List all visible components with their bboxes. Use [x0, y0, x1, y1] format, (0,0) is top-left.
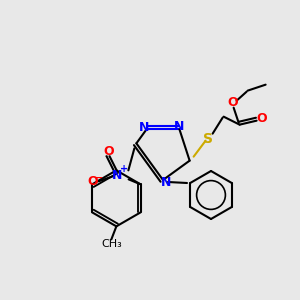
Text: O: O [256, 112, 267, 125]
Text: CH₃: CH₃ [101, 239, 122, 249]
Text: S: S [202, 132, 213, 146]
Text: O: O [87, 175, 98, 188]
Text: O: O [227, 96, 238, 109]
Text: N: N [161, 176, 171, 188]
Text: +: + [120, 164, 128, 174]
Text: N: N [174, 120, 184, 133]
Text: O: O [103, 145, 114, 158]
Text: N: N [140, 121, 150, 134]
Text: −: − [94, 172, 103, 182]
Text: N: N [111, 169, 122, 182]
